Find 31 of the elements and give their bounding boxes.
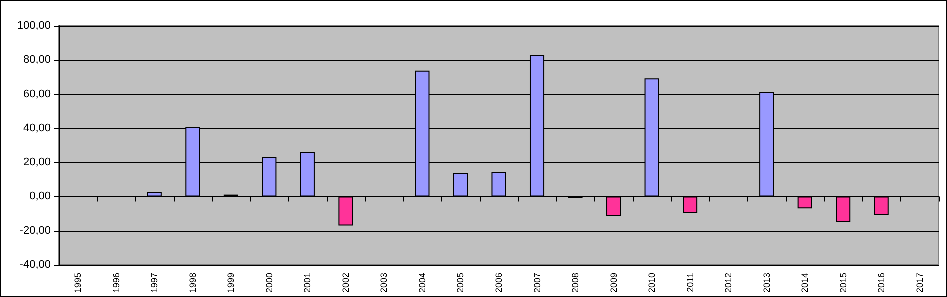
x-tick-label: 1996: [111, 272, 122, 294]
x-tick-label: 2006: [494, 272, 504, 294]
x-tick-label: 2000: [264, 272, 274, 294]
y-tick-label: 60,00: [23, 88, 51, 100]
x-tick-label: 2008: [570, 272, 581, 294]
y-tick-label: 100,00: [17, 20, 51, 32]
x-tick-label: 2009: [608, 272, 619, 294]
x-tick-label: 2014: [800, 272, 810, 294]
x-tick-label: 1998: [188, 272, 198, 294]
x-tick-label: 1999: [226, 272, 236, 294]
x-tick-label: 2007: [532, 272, 542, 294]
y-tick-label: -20,00: [20, 224, 51, 237]
x-tick-label: 1997: [150, 272, 160, 294]
x-tick-label: 2016: [876, 272, 887, 294]
y-tick-label: 40,00: [23, 122, 51, 134]
x-tick-label: 2001: [302, 272, 313, 294]
x-tick-label: 2015: [838, 272, 848, 294]
x-tick-label: 2012: [724, 272, 734, 294]
x-tick-label: 2005: [456, 272, 466, 294]
y-tick-label: 80,00: [23, 54, 51, 66]
x-tick-label: 2010: [647, 272, 658, 294]
x-tick-label: 2011: [685, 272, 696, 292]
y-tick-label: 20,00: [23, 156, 51, 169]
x-tick-label: 2003: [379, 272, 390, 294]
x-tick-label: 2017: [914, 272, 925, 294]
y-tick-label: 0,00: [30, 190, 51, 203]
x-tick-label: 2002: [340, 272, 351, 294]
x-tick-label: 2013: [762, 272, 772, 294]
x-tick-label: 2004: [417, 272, 428, 294]
x-tick-label: 1995: [73, 272, 84, 294]
y-tick-label: -40,00: [20, 258, 51, 271]
